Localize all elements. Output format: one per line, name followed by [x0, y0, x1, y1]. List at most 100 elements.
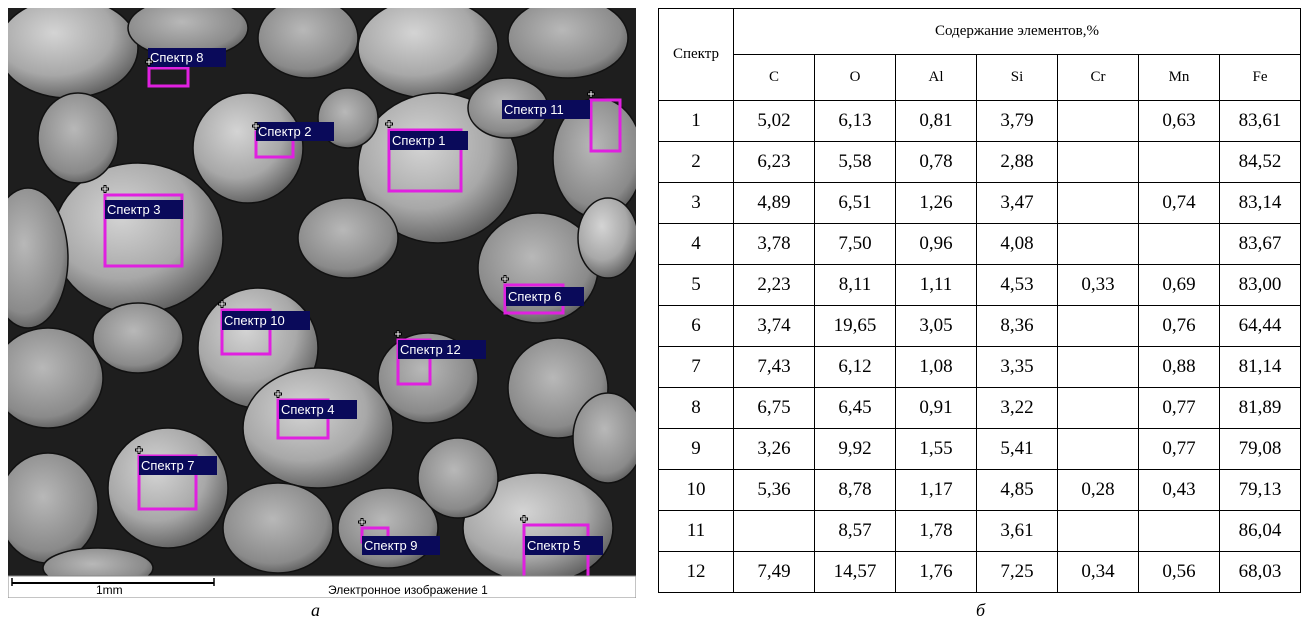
- table-cell: 0,77: [1139, 429, 1220, 470]
- table-cell: 3,26: [734, 429, 815, 470]
- table-cell: 8,57: [815, 511, 896, 552]
- header-cell: C: [734, 55, 815, 101]
- table-cell: 4,53: [977, 265, 1058, 306]
- header-cell: Al: [896, 55, 977, 101]
- rock: [108, 428, 228, 548]
- table-cell: 3,35: [977, 347, 1058, 388]
- spectrum-label: Спектр 3: [107, 202, 161, 217]
- table-cell: 1,08: [896, 347, 977, 388]
- table-cell: [1058, 388, 1139, 429]
- table-cell: 4: [659, 224, 734, 265]
- table-cell: 7,49: [734, 552, 815, 593]
- table-cell: 79,13: [1220, 470, 1301, 511]
- rock: [223, 483, 333, 573]
- table-cell: [1139, 224, 1220, 265]
- table-cell: 81,89: [1220, 388, 1301, 429]
- table-cell: 0,56: [1139, 552, 1220, 593]
- rock: [358, 8, 498, 98]
- table-cell: 6,23: [734, 142, 815, 183]
- spectrum-label: Спектр 1: [392, 133, 446, 148]
- table-cell: 3: [659, 183, 734, 224]
- table-cell: [1058, 306, 1139, 347]
- table-cell: 19,65: [815, 306, 896, 347]
- table-cell: 1,55: [896, 429, 977, 470]
- spectrum-label: Спектр 10: [224, 313, 285, 328]
- table-cell: 0,76: [1139, 306, 1220, 347]
- table-cell: 0,91: [896, 388, 977, 429]
- table-cell: 4,85: [977, 470, 1058, 511]
- table-cell: 7,25: [977, 552, 1058, 593]
- table-cell: 79,08: [1220, 429, 1301, 470]
- spectrum-label: Спектр 7: [141, 458, 195, 473]
- table-cell: 6,12: [815, 347, 896, 388]
- table-cell: 6,45: [815, 388, 896, 429]
- table-cell: 83,00: [1220, 265, 1301, 306]
- rock: [298, 198, 398, 278]
- table-cell: 7: [659, 347, 734, 388]
- spectrum-label: Спектр 8: [150, 50, 204, 65]
- table-row: 93,269,921,555,410,7779,08: [659, 429, 1301, 470]
- rock: [38, 93, 118, 183]
- table-cell: 5,02: [734, 101, 815, 142]
- table-cell: [1058, 511, 1139, 552]
- table-cell: 1,17: [896, 470, 977, 511]
- table-cell: 0,33: [1058, 265, 1139, 306]
- image-caption: Электронное изображение 1: [328, 583, 488, 597]
- spectrum-label: Спектр 12: [400, 342, 461, 357]
- rock: [418, 438, 498, 518]
- table-cell: [1058, 347, 1139, 388]
- rock: [578, 198, 636, 278]
- table-cell: 83,61: [1220, 101, 1301, 142]
- table-cell: 1,76: [896, 552, 977, 593]
- table-cell: 0,63: [1139, 101, 1220, 142]
- table-cell: 6,75: [734, 388, 815, 429]
- table-cell: [1058, 101, 1139, 142]
- table-cell: 9,92: [815, 429, 896, 470]
- table-cell: 83,67: [1220, 224, 1301, 265]
- table-cell: 1,26: [896, 183, 977, 224]
- table-cell: 68,03: [1220, 552, 1301, 593]
- table-cell: 0,43: [1139, 470, 1220, 511]
- table-cell: 0,34: [1058, 552, 1139, 593]
- table-cell: 0,69: [1139, 265, 1220, 306]
- table-cell: 4,89: [734, 183, 815, 224]
- table-cell: 7,43: [734, 347, 815, 388]
- table-cell: 2,88: [977, 142, 1058, 183]
- table-cell: 64,44: [1220, 306, 1301, 347]
- table-row: 127,4914,571,767,250,340,5668,03: [659, 552, 1301, 593]
- panel-label: а: [311, 600, 320, 621]
- sem-image: Спектр 8 Спектр 2 Спектр 1 Спектр 11 Спектр …: [8, 8, 636, 598]
- table-cell: 5,36: [734, 470, 815, 511]
- table-cell: 9: [659, 429, 734, 470]
- rock: [573, 393, 636, 483]
- composition-table: СпектрСодержание элементов,%COAlSiCrMnFe…: [658, 8, 1301, 593]
- table-cell: 7,50: [815, 224, 896, 265]
- table-cell: [1058, 224, 1139, 265]
- header-cell: Mn: [1139, 55, 1220, 101]
- table-cell: 0,77: [1139, 388, 1220, 429]
- table-cell: [1058, 183, 1139, 224]
- table-cell: 4,08: [977, 224, 1058, 265]
- table-row: 118,571,783,6186,04: [659, 511, 1301, 552]
- table-cell: 83,14: [1220, 183, 1301, 224]
- spectrum-label: Спектр 11: [504, 102, 564, 117]
- rock: [193, 93, 303, 203]
- header-cell: Спектр: [659, 9, 734, 101]
- spectrum-label: Спектр 9: [364, 538, 418, 553]
- header-cell: Si: [977, 55, 1058, 101]
- spectrum-label: Спектр 4: [281, 402, 335, 417]
- table-cell: 10: [659, 470, 734, 511]
- table-cell: [734, 511, 815, 552]
- table-cell: 11: [659, 511, 734, 552]
- spectrum-label: Спектр 2: [258, 124, 312, 139]
- header-cell: O: [815, 55, 896, 101]
- table-cell: 3,22: [977, 388, 1058, 429]
- table-cell: 0,78: [896, 142, 977, 183]
- table-cell: [1139, 142, 1220, 183]
- table-cell: 5,58: [815, 142, 896, 183]
